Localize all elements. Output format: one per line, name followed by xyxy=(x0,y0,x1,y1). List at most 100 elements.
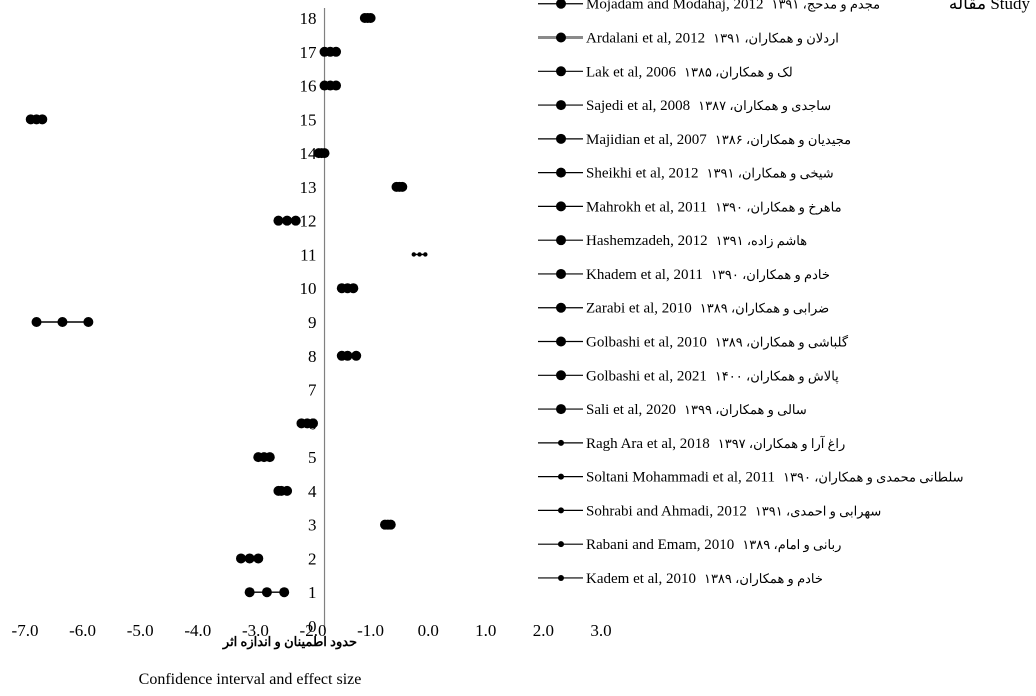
legend-marker xyxy=(558,574,564,581)
x-tick-label: -3.0 xyxy=(242,621,269,640)
ci-bound-point xyxy=(253,553,264,564)
legend-study-persian: سالی و همکاران، ۱۳۹۹ xyxy=(684,402,807,418)
legend-marker xyxy=(556,66,566,77)
y-tick-labels: 0123456789101112131415161718 xyxy=(300,9,318,636)
ci-bound-point xyxy=(282,485,293,496)
x-tick-label: -4.0 xyxy=(184,621,211,640)
legend-study-persian: لک و همکاران، ۱۳۸۵ xyxy=(684,64,793,80)
legend-study-persian: سلطانی محمدی و همکاران، ۱۳۹۰ xyxy=(783,470,964,486)
ci-bound-point xyxy=(244,587,255,598)
y-tick-label: 9 xyxy=(308,313,317,332)
ci-bound-point xyxy=(331,80,342,91)
legend-marker xyxy=(556,201,566,212)
legend-marker xyxy=(556,167,566,178)
legend-entry: Khadem et al, 2011 خادم و همکاران، ۱۳۹۰ xyxy=(538,267,830,283)
ci-bound-point xyxy=(31,317,42,327)
y-tick-label: 7 xyxy=(308,381,317,400)
legend-study-english: Golbashi et al, 2021 xyxy=(586,368,707,384)
legend-marker xyxy=(556,133,566,144)
legend-study-english: Soltani Mohammadi et al, 2011 xyxy=(586,470,775,486)
legend-entry: Ardalani et al, 2012 اردلان و همکاران، ۱۳… xyxy=(538,31,839,47)
legend-entry: Golbashi et al, 2021 پالاش و همکاران، ۱۴۰… xyxy=(538,368,839,384)
legend-study-english: Mojadam and Modahaj, 2012 xyxy=(586,0,763,13)
y-tick-label: 8 xyxy=(308,347,317,366)
legend-study-english: Sheikhi et al, 2012 xyxy=(586,166,699,182)
legend-entry: Mahrokh et al, 2011 ماهرخ و همکاران، ۱۳۹۰ xyxy=(538,199,842,215)
legend-study-persian: اردلان و همکاران، ۱۳۹۱ xyxy=(713,31,839,47)
y-tick-label: 13 xyxy=(300,178,317,197)
x-axis-label-english: Confidence interval and effect size xyxy=(139,671,362,688)
legend-entry: Sali et al, 2020 سالی و همکاران، ۱۳۹۹ xyxy=(538,402,807,418)
y-tick-label: 10 xyxy=(300,279,317,298)
legend-marker xyxy=(556,336,566,347)
x-tick-label: -1.0 xyxy=(357,621,384,640)
legend-study-persian: ضرابی و همکاران، ۱۳۸۹ xyxy=(700,301,829,317)
ci-bound-point xyxy=(365,13,376,23)
ci-bound-point xyxy=(331,46,342,57)
effect-point xyxy=(417,252,422,257)
x-tick-label: 3.0 xyxy=(590,621,611,640)
legend-study-english: Ardalani et al, 2012 xyxy=(586,31,705,47)
ci-bound-point xyxy=(279,587,290,598)
legend-study-english: Golbashi et al, 2010 xyxy=(586,335,707,351)
ci-bound-point xyxy=(290,215,301,226)
legend-entry: Lak et al, 2006 لک و همکاران، ۱۳۸۵ xyxy=(538,64,793,80)
legend-study-persian: پالاش و همکاران، ۱۴۰۰ xyxy=(715,368,839,384)
legend-entry: Zarabi et al, 2010 ضرابی و همکاران، ۱۳۸۹ xyxy=(538,301,829,317)
legend-study-persian: مجدم و مدحج، ۱۳۹۱ xyxy=(771,0,880,13)
ci-bound-point xyxy=(236,553,246,564)
legend-study-persian: مجیدیان و همکاران، ۱۳۸۶ xyxy=(715,132,851,148)
y-tick-label: 11 xyxy=(300,245,316,264)
y-tick-label: 16 xyxy=(300,77,317,96)
x-tick-label: 0.0 xyxy=(418,621,439,640)
legend-study-persian: راغ آرا و همکاران، ۱۳۹۷ xyxy=(718,435,846,452)
legend-marker xyxy=(556,302,566,313)
ci-bound-point xyxy=(351,350,362,361)
legend-marker xyxy=(556,404,566,415)
legend-marker xyxy=(558,473,564,480)
ci-bound-point xyxy=(397,181,408,192)
legend-study-persian: گلباشی و همکاران، ۱۳۸۹ xyxy=(715,335,849,351)
x-tick-label: -2.0 xyxy=(300,621,327,640)
y-tick-label: 14 xyxy=(300,144,318,163)
legend-study-persian: خادم و همکاران، ۱۳۸۹ xyxy=(704,571,823,587)
confidence-intervals xyxy=(25,13,428,598)
ci-bound-point xyxy=(83,317,94,327)
legend-study-persian: سهرابی و احمدی، ۱۳۹۱ xyxy=(755,503,881,519)
ci-bound-point xyxy=(385,519,396,530)
legend-entry: Hashemzadeh, 2012 هاشم زاده، ۱۳۹۱ xyxy=(538,233,807,249)
legend-marker xyxy=(556,370,566,381)
legend-entry: Soltani Mohammadi et al, 2011 سلطانی محمد… xyxy=(538,470,964,486)
legend-entry: Sajedi et al, 2008 ساجدی و همکاران، ۱۳۸۷ xyxy=(538,98,831,114)
legend-study-english: Mahrokh et al, 2011 xyxy=(586,199,707,215)
legend-marker xyxy=(556,32,566,43)
legend-entry: Sheikhi et al, 2012 شیخی و همکاران، ۱۳۹۱ xyxy=(538,166,834,182)
y-tick-label: 12 xyxy=(300,212,317,231)
legend-title: مقاله Study xyxy=(949,0,1031,13)
y-tick-label: 3 xyxy=(308,516,317,535)
effect-point xyxy=(57,317,68,327)
x-tick-label: -5.0 xyxy=(127,621,154,640)
effect-point xyxy=(244,553,255,564)
x-tick-label: 1.0 xyxy=(475,621,496,640)
ci-bound-point xyxy=(319,148,330,159)
y-tick-label: 17 xyxy=(300,43,318,62)
effect-point xyxy=(282,215,293,226)
study-legend: Mojadam and Modahaj, 2012 مجدم و مدحج، ۱۳… xyxy=(538,0,964,587)
effect-point xyxy=(342,350,353,361)
legend-marker xyxy=(558,439,564,446)
legend-study-persian: ربانی و امام، ۱۳۸۹ xyxy=(742,537,841,553)
legend-study-persian: ساجدی و همکاران، ۱۳۸۷ xyxy=(698,98,831,114)
ci-bound-point xyxy=(308,418,318,429)
x-axis-label-persian: حدود اطمینان و اندازه اثر xyxy=(222,634,357,650)
legend-marker xyxy=(556,100,566,111)
legend-study-english: Sali et al, 2020 xyxy=(586,402,676,418)
legend-study-english: Hashemzadeh, 2012 xyxy=(586,233,708,249)
ci-bound-point xyxy=(348,283,359,294)
y-tick-label: 5 xyxy=(308,448,317,467)
ci-bound-point xyxy=(37,114,48,125)
legend-study-persian: ماهرخ و همکاران، ۱۳۹۰ xyxy=(715,199,841,215)
x-tick-label: -7.0 xyxy=(12,621,39,640)
legend-marker xyxy=(556,235,566,246)
